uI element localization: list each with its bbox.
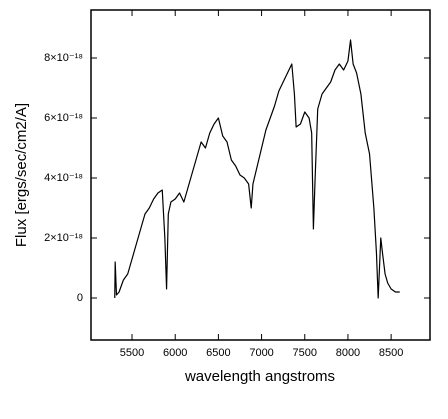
y-tick-label: 8×10⁻¹⁸ <box>44 52 83 64</box>
x-tick-label: 6000 <box>163 347 187 359</box>
y-tick-label: 0 <box>77 292 83 304</box>
x-tick-label: 7000 <box>249 347 273 359</box>
y-tick-label: 2×10⁻¹⁸ <box>44 232 83 244</box>
x-tick-label: 6500 <box>206 347 230 359</box>
x-tick-label: 5500 <box>120 347 144 359</box>
x-tick-label: 8500 <box>379 347 403 359</box>
y-tick-label: 6×10⁻¹⁸ <box>44 112 83 124</box>
y-axis-label: Flux [ergs/sec/cm2/A] <box>13 103 30 247</box>
plot-frame <box>90 9 431 341</box>
x-tick-label: 7500 <box>293 347 317 359</box>
spectrum-line <box>114 39 400 299</box>
x-tick-label: 8000 <box>336 347 360 359</box>
y-tick-label: 4×10⁻¹⁸ <box>44 172 83 184</box>
x-axis-label: wavelength angstroms <box>184 368 335 385</box>
